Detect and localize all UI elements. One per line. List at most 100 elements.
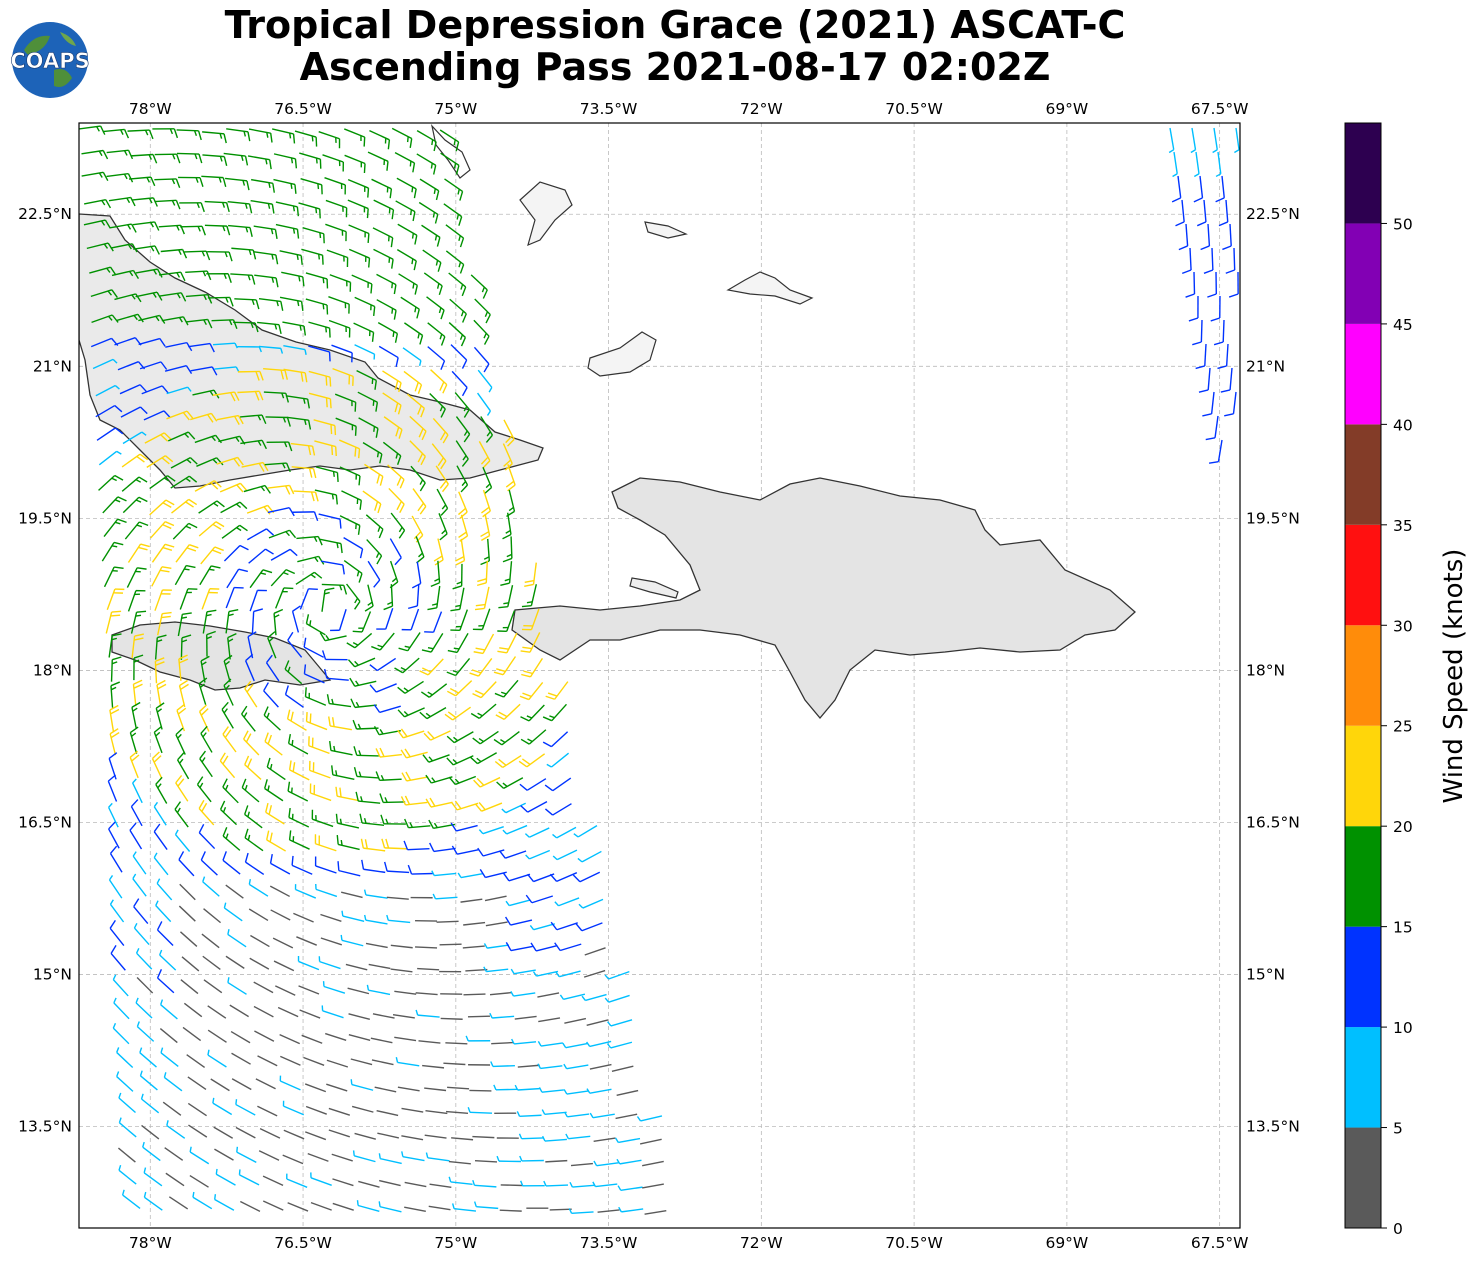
wind-barb [383, 861, 410, 874]
colorbar-bin [1345, 424, 1381, 525]
wind-barb [336, 834, 360, 851]
wind-barb [270, 569, 296, 587]
wind-barb [288, 830, 310, 850]
long-island [430, 124, 471, 179]
colorbar-tick-label: 40 [1393, 416, 1413, 434]
wind-barb [172, 522, 198, 540]
wind-barb [222, 778, 239, 804]
wind-barb [382, 392, 402, 415]
wind-barb [383, 416, 403, 439]
wind-barb [329, 740, 353, 756]
wind-barb [341, 910, 365, 922]
wind-barb [1200, 223, 1211, 251]
wind-barb [202, 609, 217, 634]
wind-barb [454, 392, 470, 418]
lon-tick-label-bottom: 69°W [1045, 1234, 1088, 1252]
wind-barb [196, 776, 212, 803]
wind-barb [326, 249, 349, 267]
wind-barb [213, 1126, 234, 1139]
wind-barb [90, 289, 118, 298]
wind-barb [244, 805, 263, 829]
colorbar-bin [1345, 323, 1381, 425]
wind-barb [273, 153, 298, 169]
wind-barb [237, 345, 262, 353]
wind-barb [554, 942, 582, 952]
wind-barb [225, 177, 250, 191]
title-line-1: Tropical Depression Grace (2021) ASCAT-C [224, 3, 1126, 47]
wind-barb [110, 656, 122, 682]
wind-barb [244, 680, 258, 708]
wind-barb [180, 634, 192, 660]
colorbar-tick-label: 5 [1393, 1120, 1403, 1138]
wind-barb [532, 970, 559, 977]
wind-barb [223, 678, 234, 706]
colorbar-bin [1345, 926, 1381, 1028]
wind-barb [470, 274, 488, 299]
wind-barb [282, 1154, 304, 1165]
wind-barb [178, 654, 189, 681]
wind-barb [223, 654, 233, 683]
wind-barb [447, 680, 473, 697]
wind-barb [222, 827, 241, 851]
wind-barb [162, 1101, 182, 1116]
wind-barb [160, 999, 178, 1020]
colorbar-tick-label: 45 [1393, 316, 1413, 334]
wind-barb [497, 632, 518, 654]
wind-barb [343, 537, 364, 559]
wind-barb [564, 1111, 590, 1118]
lon-tick-label-top: 70.5°W [885, 100, 943, 118]
wind-barb [521, 584, 537, 608]
wind-barb [107, 774, 118, 802]
wind-barb [400, 795, 428, 806]
wind-barb [178, 679, 189, 708]
wind-barb [253, 981, 274, 994]
wind-barb [421, 633, 444, 653]
wind-barb [510, 991, 536, 997]
wind-barb [219, 482, 248, 493]
wind-barb [378, 1153, 402, 1165]
wind-barb [422, 754, 450, 763]
wind-barb [175, 544, 199, 563]
wind-barb [1175, 199, 1185, 227]
wind-barb [465, 968, 488, 972]
wind-barb [133, 654, 144, 681]
wind-barb [159, 292, 187, 302]
wind-barb [611, 1065, 634, 1073]
wind-barb [355, 791, 381, 804]
wind-barb [586, 1019, 609, 1026]
wind-barb [424, 1134, 447, 1139]
wind-barb [287, 631, 303, 658]
wind-barb [249, 569, 273, 589]
wind-barb [303, 1056, 325, 1066]
wind-barb [400, 296, 420, 319]
wind-barb [285, 395, 310, 409]
wind-barb [156, 969, 175, 994]
wind-barb [151, 751, 163, 779]
wind-barb [443, 203, 463, 226]
wind-barb [347, 657, 376, 668]
wind-barb [280, 1055, 301, 1066]
wind-barb [423, 272, 443, 296]
wind-barb [335, 417, 357, 436]
wind-barb [422, 249, 442, 272]
wind-barb [376, 608, 394, 630]
cuba-coast [79, 213, 544, 489]
wind-barb [202, 131, 227, 144]
wind-barb [546, 752, 570, 768]
wind-barb [257, 1105, 278, 1117]
wind-barb [189, 1146, 210, 1165]
wind-barb [248, 908, 269, 922]
wind-barb [404, 1206, 426, 1213]
wind-barb [225, 609, 239, 634]
wind-barb [356, 369, 377, 390]
wind-barb [251, 608, 264, 634]
wind-barb [606, 1041, 633, 1049]
wind-barb [416, 153, 437, 175]
wind-barb [1218, 199, 1229, 227]
wind-barb [219, 752, 236, 779]
wind-barb [241, 705, 256, 732]
wind-barb [520, 800, 548, 813]
wind-barb [378, 345, 399, 367]
wind-barb [510, 968, 536, 975]
wind-barb [451, 370, 468, 397]
